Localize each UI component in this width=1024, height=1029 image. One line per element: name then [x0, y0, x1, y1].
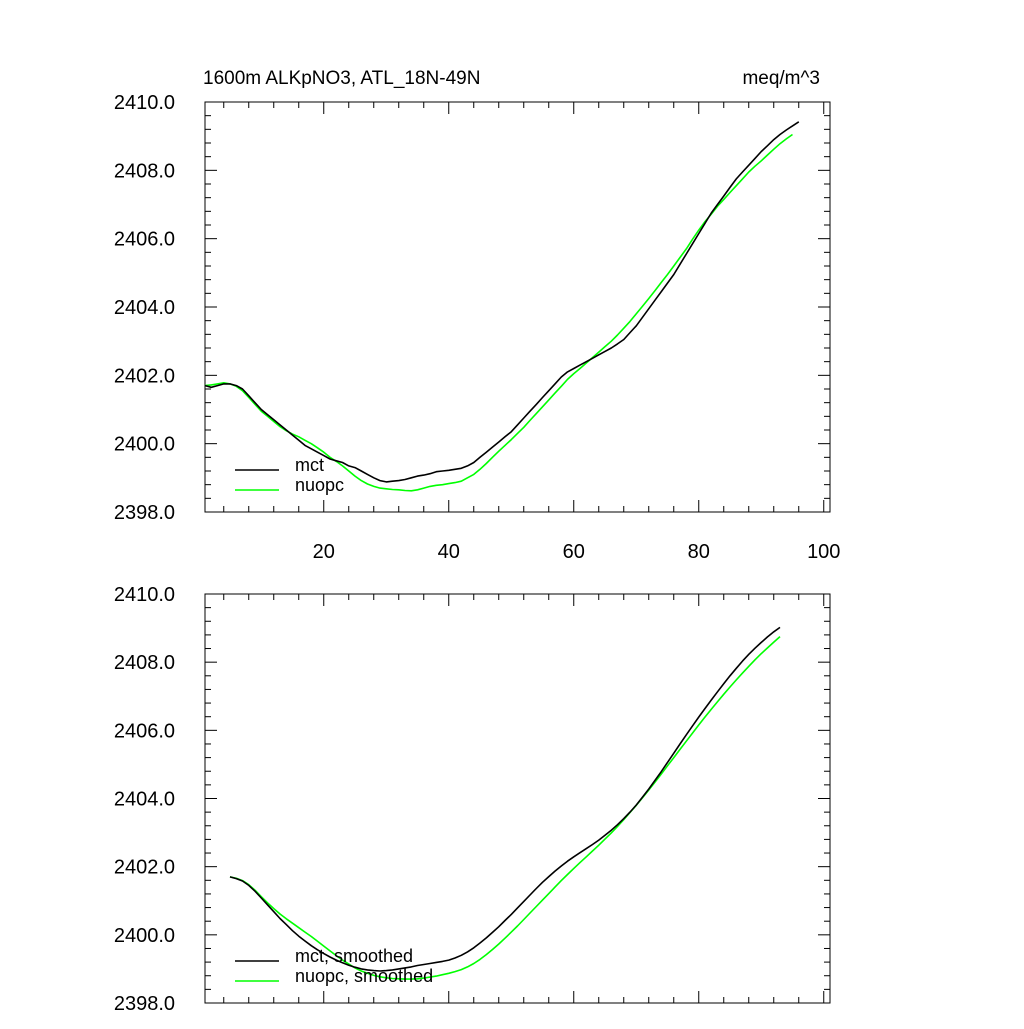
x-tick-label: 20 [313, 541, 335, 563]
legend-label: nuopc, smoothed [295, 966, 433, 986]
x-tick-label: 80 [688, 541, 710, 563]
y-tick-label: 2406.0 [114, 229, 175, 251]
y-tick-label: 2404.0 [114, 297, 175, 319]
legend-label: mct, smoothed [295, 946, 413, 966]
plot-frame [204, 593, 831, 1004]
chart-panel-2: 2398.0 2400.0 2402.0 2404.0 2406.0 2408.0 2410… [114, 584, 831, 1015]
y-tick-label: 2398.0 [114, 993, 175, 1015]
series-line-nuopc [204, 133, 793, 492]
plot-frame [204, 101, 831, 513]
chart-units: meq/m^3 [742, 68, 820, 89]
legend-label: nuopc [295, 475, 344, 495]
chart-title: 1600m ALKpNO3, ATL_18N-49N [203, 68, 480, 89]
chart-panel-1: 1600m ALKpNO3, ATL_18N-49N meq/m^3 2398.0 2… [114, 68, 841, 563]
y-tick-label: 2410.0 [114, 584, 175, 606]
x-tick-label: 100 [807, 541, 840, 563]
y-tick-label: 2410.0 [114, 92, 175, 114]
y-tick-label: 2408.0 [114, 160, 175, 182]
series-line-mct-smoothed [229, 626, 781, 972]
x-tick-label: 40 [438, 541, 460, 563]
series-line-mct [204, 121, 800, 483]
y-tick-label: 2404.0 [114, 789, 175, 811]
legend-label: mct [295, 455, 324, 475]
y-tick-label: 2398.0 [114, 502, 175, 524]
y-tick-label: 2402.0 [114, 857, 175, 879]
x-tick-label: 60 [563, 541, 585, 563]
y-tick-label: 2402.0 [114, 365, 175, 387]
y-tick-label: 2408.0 [114, 652, 175, 674]
y-tick-label: 2400.0 [114, 925, 175, 947]
y-tick-label: 2400.0 [114, 434, 175, 456]
series-line-nuopc-smoothed [229, 636, 781, 980]
y-tick-label: 2406.0 [114, 720, 175, 742]
